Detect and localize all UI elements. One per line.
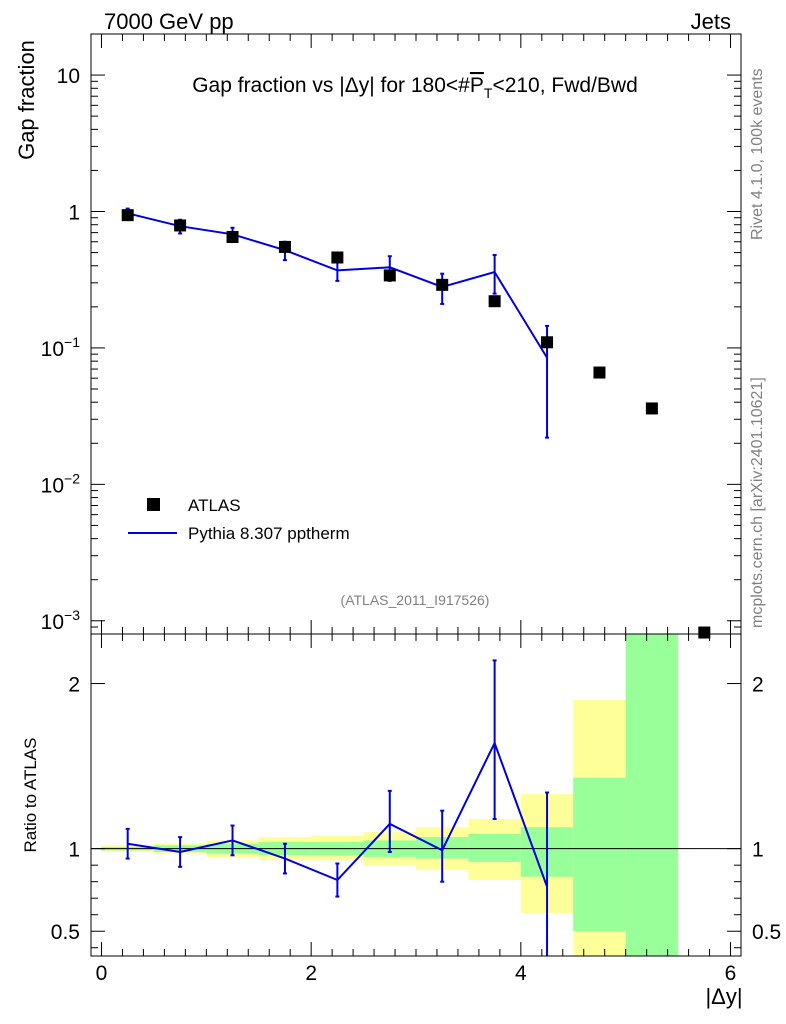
y-tick-label: 1 [68,201,80,224]
data-point [645,402,658,415]
green-band [468,833,521,862]
data-point [436,278,449,291]
green-band [625,634,679,956]
data-point [278,240,291,253]
y-tick-label: 10−1 [41,334,81,361]
analysis-label: (ATLAS_2011_I917526) [341,592,490,608]
data-point [331,251,344,264]
x-tick-label: 0 [96,962,108,985]
ratio-line [127,740,548,887]
data-point [593,366,606,379]
data-point [383,269,396,282]
x-axis-label: |Δy| [705,984,742,1009]
y-tick-label: 10 [57,65,80,88]
legend-atlas-label: ATLAS [188,496,241,515]
main-panel: 10 1 10−1 10−2 10−3 Gap fraction vs |Δy| for… [14,33,742,639]
data-point [698,626,711,639]
title-part-rest: <210, Fwd/Bwd [492,74,637,97]
legend-pythia-label: Pythia 8.307 pptherm [188,524,350,543]
main-plot-frame [90,33,742,635]
green-band [573,777,626,932]
title-part-p: P [470,74,484,97]
y-tick-label: 10−3 [41,607,81,634]
ratio-y-tick-label-right: 1 [752,839,764,862]
data-point [541,336,554,349]
side-label-top: Rivet 4.1.0, 100k events [749,68,766,240]
ratio-y-tick-label-left: 2 [68,674,80,697]
ratio-y-tick-label-left: 1 [68,839,80,862]
data-point [121,209,134,222]
legend-atlas-marker [147,498,160,511]
header-right: Jets [691,9,731,34]
legend: ATLAS Pythia 8.307 pptherm [128,496,350,543]
ratio-y-tick-label-right: 0.5 [752,921,781,944]
data-point [174,219,187,232]
ratio-y-tick-label-left: 0.5 [51,921,80,944]
title-part-sub: T [484,85,493,101]
title-part-1: Gap fraction vs |Δy| for 180<# [192,74,470,97]
mc-line [127,212,548,359]
header-left: 7000 GeV pp [104,9,234,34]
ratio-y-axis-label: Ratio to ATLAS [21,738,40,853]
x-tick-label: 2 [305,962,317,985]
x-tick-label: 4 [515,962,527,985]
main-y-axis-label: Gap fraction [14,40,39,160]
data-point [488,295,501,308]
x-tick-label: 6 [725,962,737,985]
ratio-panel: 0.5 0.5 1 1 2 2 0 2 4 6 Ratio to ATLAS |Δy| [21,633,781,1009]
side-label-bottom: mcplots.cern.ch [arXiv:2401.10621] [749,377,766,628]
chart-title: Gap fraction vs |Δy| for 180<#PT<210, Fw… [192,74,638,101]
y-tick-label: 10−2 [41,470,81,497]
ratio-y-tick-label-right: 2 [752,674,764,697]
data-point [226,231,239,244]
